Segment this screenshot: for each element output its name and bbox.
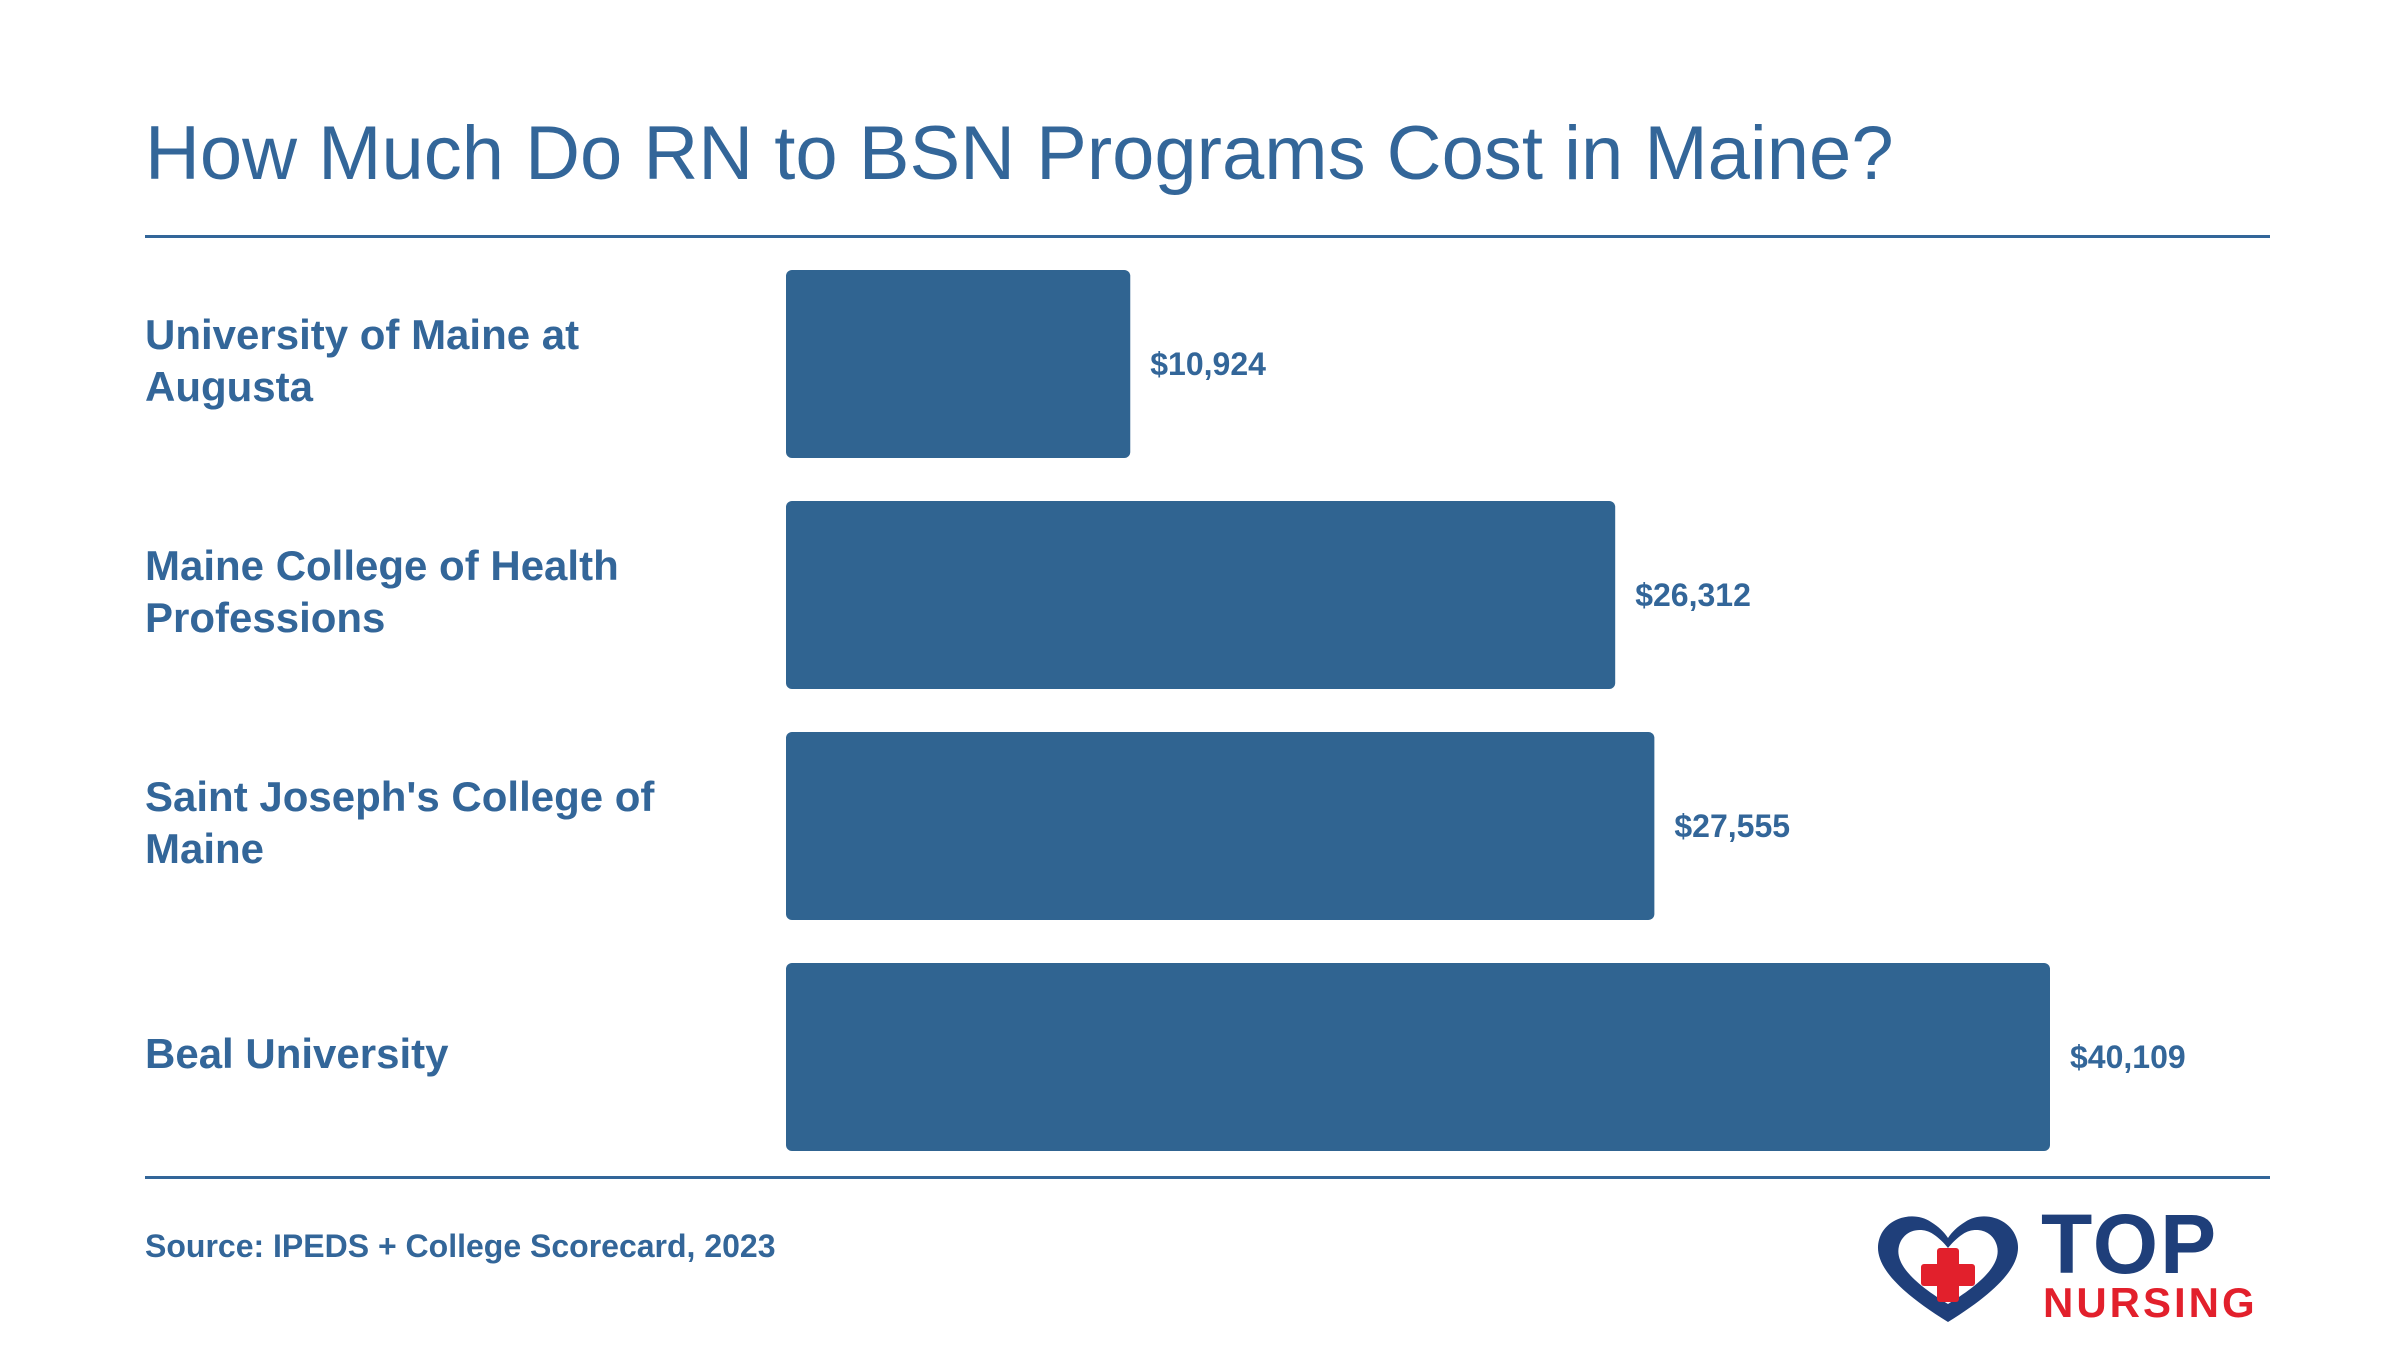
bar [786, 963, 2050, 1151]
data-label: $10,924 [1150, 346, 1266, 382]
data-label: $27,555 [1674, 808, 1790, 844]
top-nursing-logo: TOP NURSING [1873, 1202, 2273, 1330]
category-label: Maine College of Health Professions [145, 542, 619, 641]
data-label: $26,312 [1635, 577, 1751, 613]
bar [786, 270, 1131, 458]
bottom-divider [145, 1176, 2270, 1179]
category-label: University of Maine at Augusta [145, 311, 580, 410]
heart-cross-icon [1877, 1216, 2019, 1322]
category-label: Beal University [145, 1030, 449, 1077]
top-divider [145, 235, 2270, 238]
source-note: Source: IPEDS + College Scorecard, 2023 [145, 1228, 776, 1264]
logo-nursing-text: NURSING [2043, 1279, 2258, 1326]
chart-title: How Much Do RN to BSN Programs Cost in M… [145, 111, 1894, 196]
logo-top-text: TOP [2041, 1197, 2219, 1291]
bar [786, 501, 1616, 689]
category-label: Saint Joseph's College of Maine [145, 773, 655, 872]
bar [786, 732, 1655, 920]
data-label: $40,109 [2070, 1039, 2186, 1075]
